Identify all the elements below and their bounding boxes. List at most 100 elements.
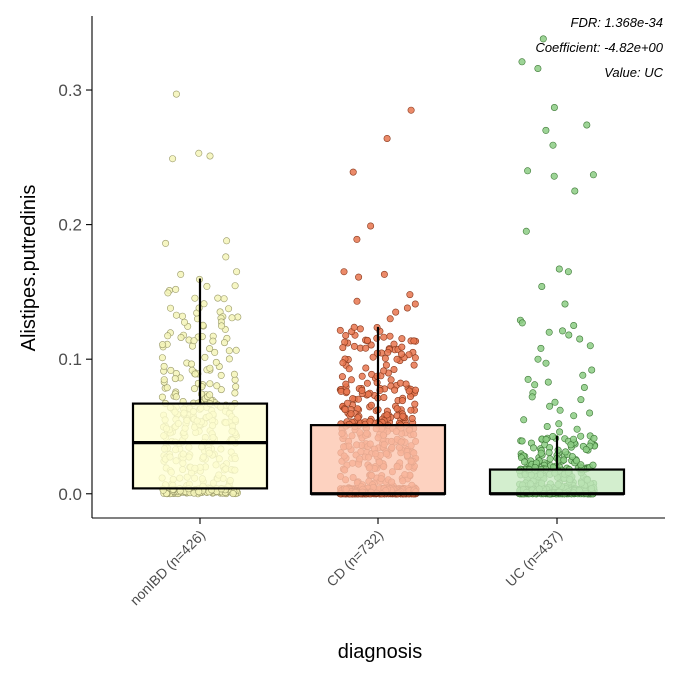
box-rect: [309, 424, 447, 495]
data-point: [160, 362, 168, 370]
data-point: [358, 386, 366, 394]
data-point: [206, 380, 214, 388]
data-point: [234, 313, 242, 321]
data-point: [398, 335, 406, 343]
data-point: [200, 300, 208, 308]
data-point: [362, 364, 370, 372]
outlier-point: [589, 171, 597, 179]
data-point: [363, 336, 371, 344]
data-point: [411, 400, 419, 408]
data-point: [212, 358, 220, 366]
data-point: [398, 397, 406, 405]
x-tick-label: CD (n=732): [323, 527, 386, 590]
outlier-point: [522, 227, 530, 235]
data-point: [341, 406, 349, 414]
outlier-point: [534, 65, 542, 73]
outlier-point: [534, 355, 542, 363]
data-point: [336, 326, 344, 334]
box-rect: [488, 468, 626, 495]
outlier-point: [570, 412, 578, 420]
outlier-point: [524, 375, 532, 383]
outlier-point: [355, 273, 363, 281]
outlier-point: [233, 268, 241, 276]
data-point: [537, 449, 545, 457]
data-point: [391, 386, 399, 394]
outlier-point: [383, 135, 391, 143]
outlier-point: [367, 222, 375, 230]
data-point: [589, 461, 597, 469]
outlier-point: [544, 378, 552, 386]
outlier-point: [537, 344, 545, 352]
data-point: [568, 453, 576, 461]
data-point: [518, 437, 526, 445]
outlier-point: [550, 104, 558, 112]
data-point: [163, 384, 171, 392]
data-point: [529, 444, 537, 452]
data-point: [393, 412, 401, 420]
data-point: [209, 337, 217, 345]
outlier-point: [586, 409, 594, 417]
data-point: [231, 282, 239, 290]
data-point: [181, 318, 189, 326]
data-point: [172, 311, 180, 319]
outlier-point: [555, 420, 563, 428]
data-point: [211, 348, 219, 356]
outlier-point: [586, 342, 594, 350]
outlier-point: [353, 297, 361, 305]
data-point: [354, 414, 362, 422]
data-point: [411, 386, 419, 394]
outlier-point: [551, 398, 559, 406]
data-point: [347, 376, 355, 384]
data-point: [397, 350, 405, 358]
data-point: [338, 373, 346, 381]
outlier-point: [565, 331, 573, 339]
data-point: [582, 445, 590, 453]
outlier-point: [538, 282, 546, 290]
outlier-point: [539, 35, 547, 43]
data-point: [569, 435, 577, 443]
data-point: [546, 455, 554, 463]
data-point: [342, 380, 350, 388]
data-point: [356, 325, 364, 333]
data-point: [220, 295, 228, 303]
outlier-point: [561, 300, 569, 308]
outlier-point: [546, 402, 554, 410]
outlier-point: [386, 315, 394, 323]
outlier-point: [570, 321, 578, 329]
data-point: [206, 391, 214, 399]
data-point: [393, 405, 401, 413]
data-point: [386, 332, 394, 340]
data-point: [380, 367, 388, 375]
data-point: [358, 372, 366, 380]
outlier-point: [588, 366, 596, 374]
stats-annotation: FDR: 1.368e-34 Coefficient: -4.82e+00 Va…: [535, 15, 663, 80]
outlier-point: [583, 121, 591, 129]
y-tick-label: 0.1: [58, 350, 82, 369]
outlier-point: [580, 383, 588, 391]
outlier-point: [549, 141, 557, 149]
points-2: [515, 35, 599, 498]
data-point: [213, 382, 221, 390]
outlier-point: [564, 268, 572, 276]
outlier-point: [577, 396, 585, 404]
boxes-layer: [131, 278, 626, 496]
data-point: [383, 411, 391, 419]
data-point: [405, 387, 413, 395]
data-point: [160, 376, 168, 384]
data-point: [225, 355, 233, 363]
data-point: [228, 314, 236, 322]
data-point: [172, 285, 180, 293]
outlier-point: [406, 291, 414, 299]
data-point: [218, 322, 226, 330]
outlier-point: [576, 335, 584, 343]
x-tick-label: UC (n=437): [502, 527, 565, 590]
data-point: [221, 339, 229, 347]
outlier-point: [223, 237, 231, 245]
data-point: [577, 432, 585, 440]
outlier-point: [222, 253, 230, 261]
box-rect: [131, 402, 269, 490]
outlier-point: [542, 359, 550, 367]
ticks-layer: nonIBD (n=426) CD (n=732) UC (n=437) 0.0 0.1…: [58, 81, 565, 608]
data-point: [549, 432, 557, 440]
outlier-point: [407, 106, 415, 114]
